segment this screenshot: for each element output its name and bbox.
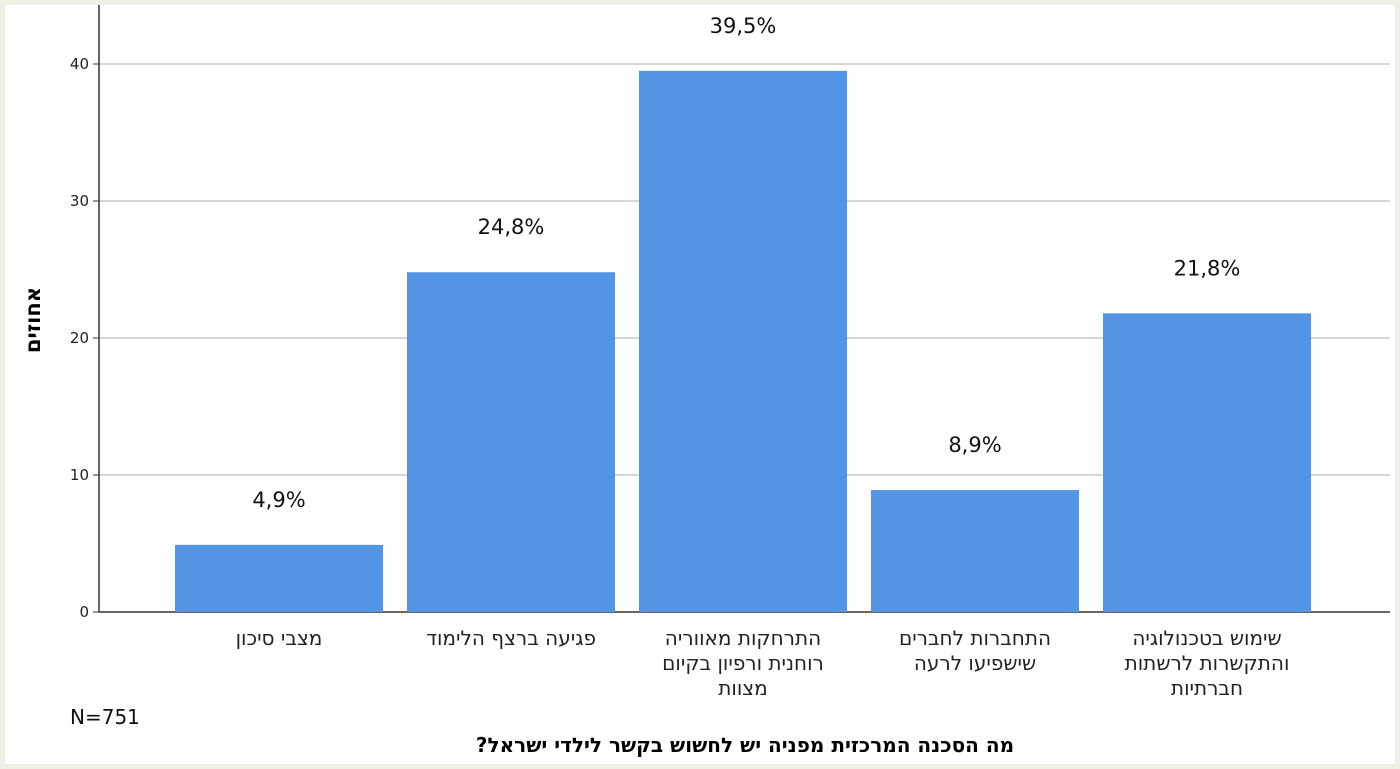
data-label: 8,9% [948,433,1001,457]
x-category-label: מצוות [718,676,768,700]
y-tick-label: 10 [70,466,89,484]
x-category-label: והתקשרות לרשתות [1125,651,1290,675]
x-category-label: שישפיעו לרעה [914,651,1036,675]
x-category-label: שימוש בטכנולוגיה [1132,626,1281,650]
y-tick-label: 0 [79,603,89,621]
data-label: 39,5% [710,14,777,38]
x-category-label: חברתיות [1171,676,1243,700]
x-category-label: רוחנית ורפיון בקיום [662,651,824,675]
bar [871,490,1079,612]
y-tick-label: 40 [70,55,89,73]
bar [407,272,615,612]
x-category-label: פגיעה ברצף הלימוד [426,626,596,650]
y-axis-title: אחוזים [21,287,45,353]
data-label: 24,8% [478,215,545,239]
y-tick-label: 20 [70,329,89,347]
data-label: 4,9% [252,488,305,512]
bar [1103,313,1311,612]
bar [639,70,847,613]
y-tick-label: 30 [70,192,89,210]
sample-size-note: N=751 [70,705,140,729]
data-label: 21,8% [1174,256,1241,280]
x-category-label: התרחקות מאווריה [665,626,821,650]
bar [175,544,383,612]
x-category-label: מצבי סיכון [236,626,323,650]
x-axis-title: מה הסכנה המרכזית מפניה יש לחשוש בקשר ליל… [475,733,1015,757]
x-category-label: התחברות לחברים [899,626,1051,650]
